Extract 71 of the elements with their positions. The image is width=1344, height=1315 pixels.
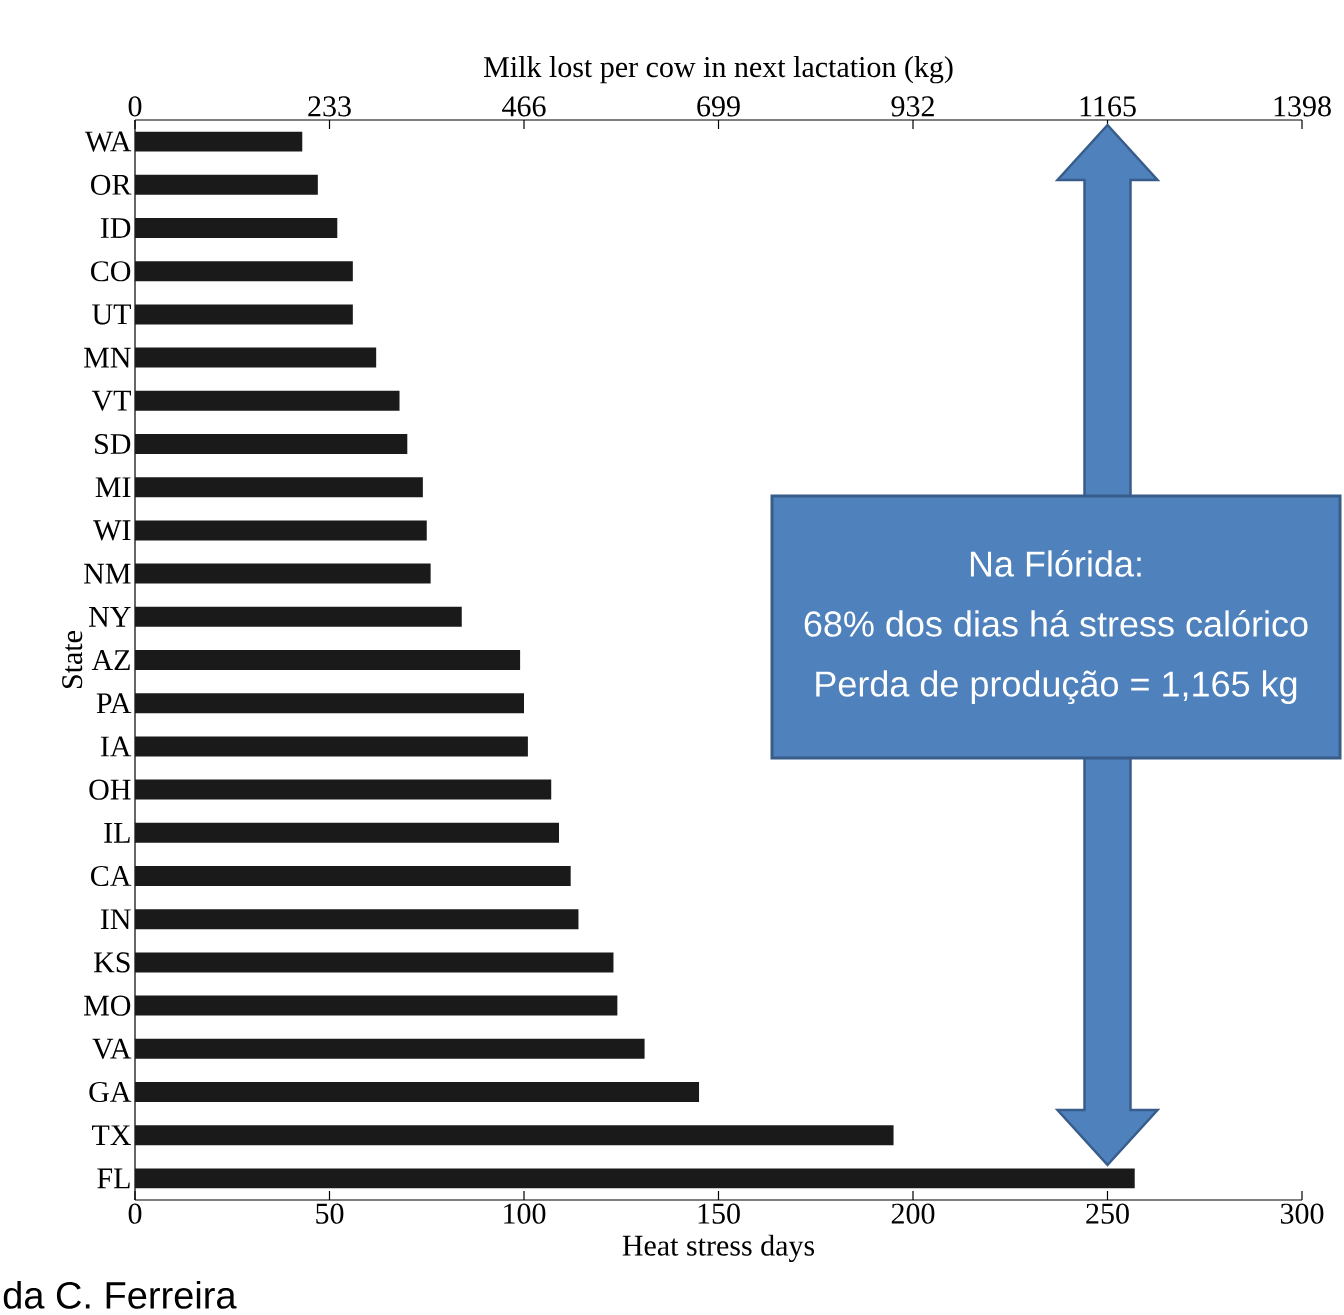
bar (135, 261, 353, 282)
annotation: Perda de produção = 1,165 kg (816, 670, 1297, 705)
y-tick-label: IN (100, 909, 131, 930)
bar (135, 1125, 894, 1146)
y-tick-label: OR (91, 174, 132, 195)
y-tick-label: GA (89, 1081, 132, 1103)
y-tick-label: IA (100, 736, 132, 757)
bar (135, 736, 528, 757)
bar (135, 477, 423, 498)
y-tick-label: VA (92, 1038, 132, 1059)
bar (135, 1168, 1135, 1189)
x-tick-label: 50 (316, 1203, 344, 1224)
y-tick-label: UT (92, 304, 131, 325)
y-tick-label: KS (93, 952, 130, 973)
x-axis-title: Heat stress days (622, 1234, 815, 1262)
x-tick-label: 300 (1280, 1203, 1324, 1224)
bar (135, 174, 318, 195)
y-tick-label: IL (104, 822, 130, 843)
x2-tick-label: 699 (697, 96, 740, 117)
bar (135, 866, 571, 887)
annotation: Na Flórida: (970, 549, 1141, 577)
bar (135, 952, 614, 973)
bar (135, 606, 462, 627)
y-tick-label: WI (93, 520, 131, 541)
bar (135, 131, 303, 152)
x2-tick-label: 1165 (1080, 96, 1136, 117)
text: da C. Ferreira (3, 1280, 237, 1309)
bar (135, 563, 431, 584)
y-tick-label: OH (89, 779, 131, 800)
y-tick-label: WA (84, 131, 132, 152)
x-tick-label: 100 (504, 1203, 546, 1224)
y-tick-label: MN (83, 347, 131, 368)
bar (135, 650, 521, 671)
bar (135, 1038, 645, 1059)
x-tick-label: 250 (1086, 1203, 1129, 1224)
y-tick-label: VT (91, 390, 131, 411)
annotation: 68% dos dias há stress calórico (804, 609, 1308, 637)
bar (135, 693, 524, 714)
x-tick-label: 0 (128, 1203, 142, 1224)
y-tick-label: CO (91, 261, 131, 282)
bar (135, 434, 408, 455)
bar (135, 304, 353, 325)
bar (135, 390, 400, 411)
y-tick-label: MI (95, 477, 131, 498)
x2-axis-title: Milk lost per cow in next lactation (kg) (484, 56, 953, 84)
y-tick-label: NM (83, 563, 131, 584)
bar (135, 909, 579, 930)
x2-tick-label: 0 (128, 96, 142, 117)
bar (135, 779, 552, 800)
bar (135, 347, 377, 368)
bar (135, 1082, 700, 1103)
x-tick-label: 150 (698, 1203, 740, 1224)
y-tick-label: AZ (91, 650, 130, 670)
y-tick-label: FL (97, 1168, 130, 1189)
x2-tick-label: 932 (891, 96, 934, 117)
bar (135, 520, 427, 541)
x2-tick-label: 233 (308, 96, 351, 117)
x-tick-label: 200 (891, 1203, 935, 1224)
y-tick-label: PA (96, 693, 132, 714)
x2-tick-label: 1398 (1274, 96, 1331, 117)
y-tick-label: TX (92, 1125, 131, 1146)
y-tick-label: NY (89, 606, 131, 627)
bar (135, 822, 560, 843)
y-tick-label: CA (91, 865, 132, 887)
y-tick-label: MO (83, 995, 131, 1016)
bar (135, 995, 618, 1016)
x2-tick-label: 466 (502, 96, 546, 117)
y-tick-label: SD (95, 433, 131, 455)
y-axis-title: State (62, 631, 83, 688)
y-tick-label: ID (100, 218, 131, 238)
bar (135, 218, 338, 239)
